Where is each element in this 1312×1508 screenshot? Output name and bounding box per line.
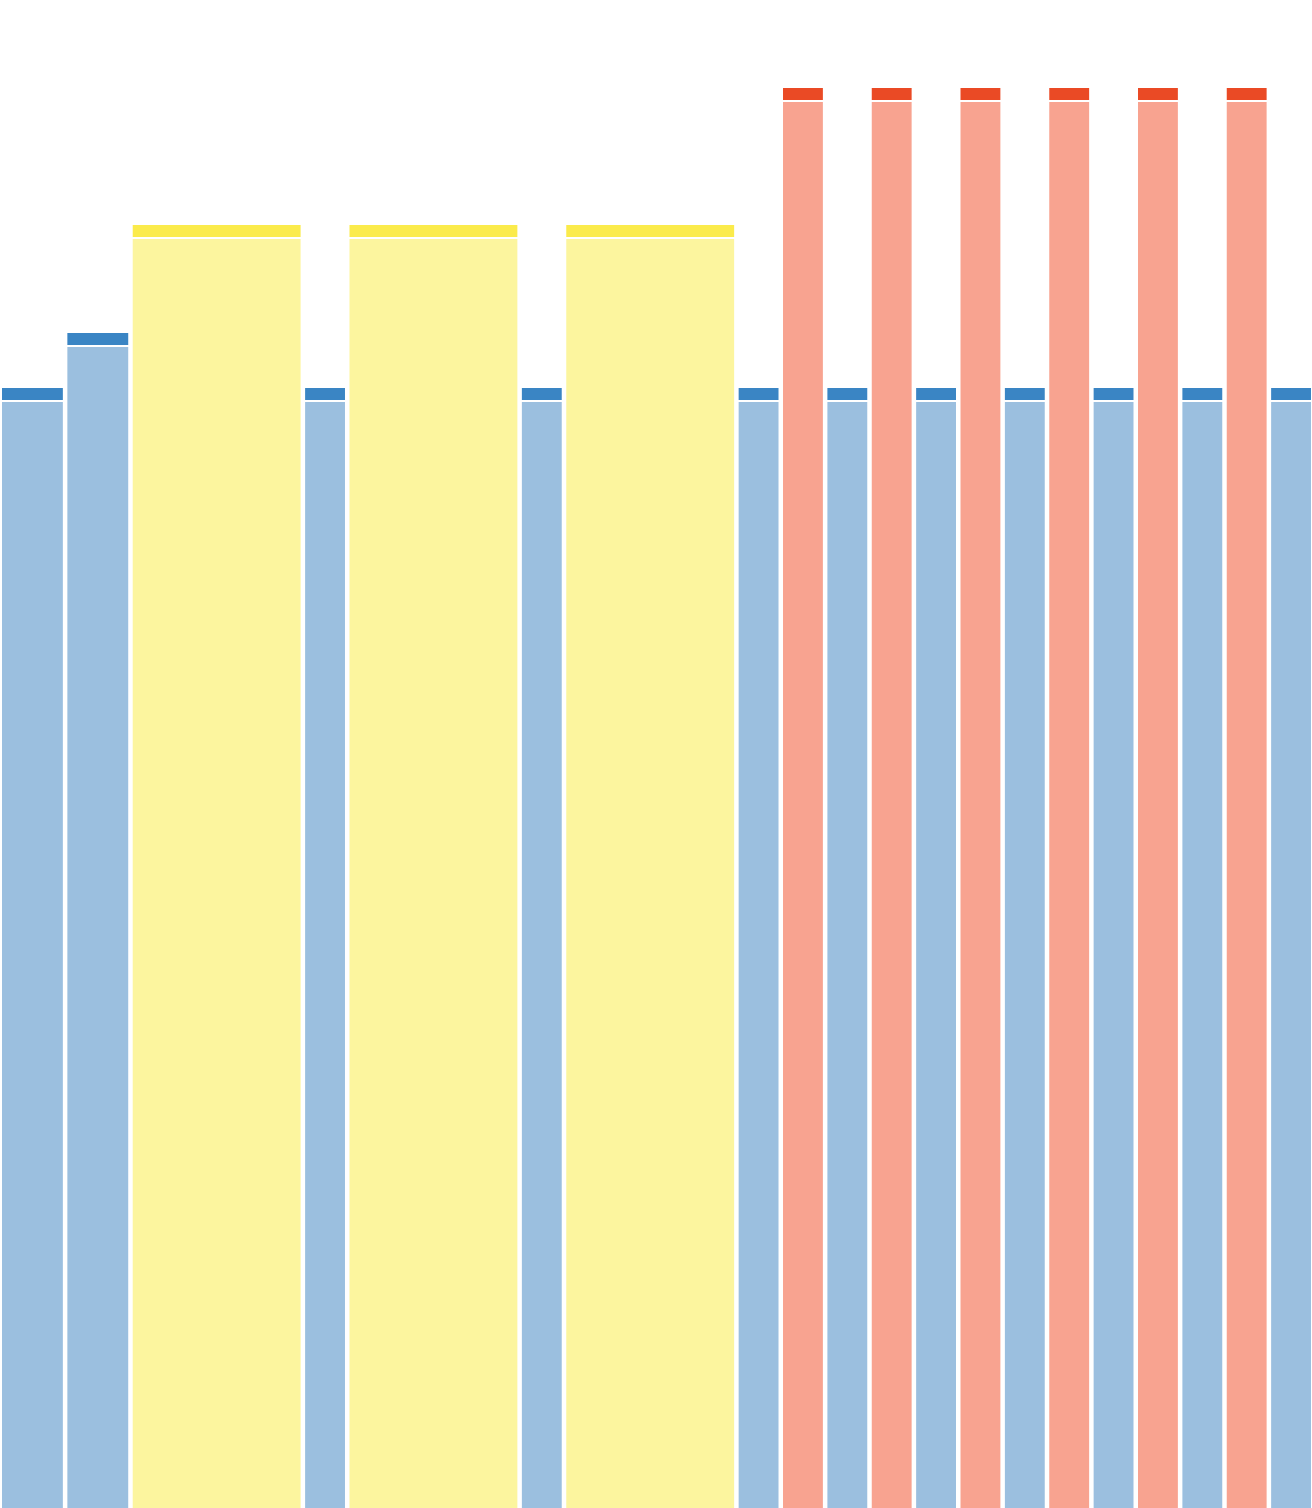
bar-6 (521, 388, 562, 1508)
bar-cap-15 (1049, 88, 1090, 100)
bar-cap-5 (349, 225, 518, 237)
bar-10 (827, 388, 868, 1508)
bar-cap-20 (1271, 388, 1311, 400)
bar-4 (305, 388, 345, 1508)
bar-cap-9 (783, 88, 823, 100)
bar-body-1 (2, 402, 63, 1508)
bar-body-16 (1093, 402, 1134, 1508)
bar-5 (349, 225, 518, 1508)
bar-7 (566, 225, 735, 1508)
bar-8 (738, 388, 779, 1508)
bar-13 (960, 88, 1001, 1508)
bar-16 (1093, 388, 1134, 1508)
bar-cap-17 (1138, 88, 1178, 100)
bar-body-19 (1226, 102, 1267, 1508)
bar-body-7 (566, 239, 735, 1508)
bar-11 (871, 88, 912, 1508)
bar-18 (1182, 388, 1223, 1508)
bar-cap-13 (960, 88, 1001, 100)
bar-1 (2, 388, 63, 1508)
bar-body-9 (783, 102, 823, 1508)
bar-2 (67, 333, 129, 1508)
bar-body-17 (1138, 102, 1178, 1508)
bar-cap-19 (1226, 88, 1267, 100)
bar-cap-8 (738, 388, 779, 400)
bar-body-12 (916, 402, 956, 1508)
bar-body-3 (132, 239, 301, 1508)
bar-12 (916, 388, 956, 1508)
bar-15 (1049, 88, 1090, 1508)
bar-body-8 (738, 402, 779, 1508)
bar-9 (783, 88, 823, 1508)
bar-body-18 (1182, 402, 1223, 1508)
bar-body-20 (1271, 402, 1311, 1508)
bar-body-5 (349, 239, 518, 1508)
bar-body-11 (871, 102, 912, 1508)
bar-19 (1226, 88, 1267, 1508)
bar-cap-10 (827, 388, 868, 400)
bar-body-15 (1049, 102, 1090, 1508)
bar-body-10 (827, 402, 868, 1508)
bar-17 (1138, 88, 1178, 1508)
bar-cap-7 (566, 225, 735, 237)
bar-cap-1 (2, 388, 63, 400)
bar-20 (1271, 388, 1311, 1508)
bar-cap-12 (916, 388, 956, 400)
bar-body-14 (1004, 402, 1045, 1508)
bar-14 (1004, 388, 1045, 1508)
bar-cap-2 (67, 333, 129, 345)
bar-cap-14 (1004, 388, 1045, 400)
bar-cap-11 (871, 88, 912, 100)
bar-body-13 (960, 102, 1001, 1508)
bar-body-2 (67, 347, 129, 1508)
bar-cap-3 (132, 225, 301, 237)
bar-cap-6 (521, 388, 562, 400)
bar-cap-4 (305, 388, 345, 400)
bar-cap-16 (1093, 388, 1134, 400)
bar-cap-18 (1182, 388, 1223, 400)
bar-3 (132, 225, 301, 1508)
bar-body-4 (305, 402, 345, 1508)
bar-body-6 (521, 402, 562, 1508)
